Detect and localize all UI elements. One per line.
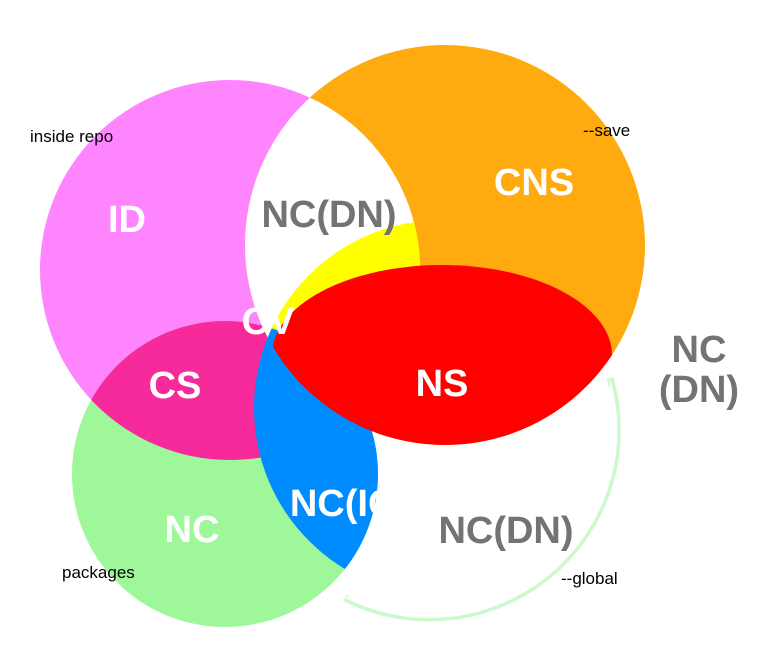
label-nc-dn-bottom: NC(DN) [438,510,573,552]
label-global: --global [561,569,618,588]
label-cns: CNS [494,162,574,204]
region-ns [272,265,612,445]
label-packages: packages [62,563,135,582]
label-ns: NS [416,363,469,405]
label-nc-ig: NC(IG) [290,483,410,525]
label-inside-repo: inside repo [30,127,113,146]
circle-global-interior [345,378,618,618]
label-outside-line1: NC [672,329,727,371]
label-cv: CV [242,301,295,343]
label-nc-dn-top: NC(DN) [261,194,396,236]
label-outside-line2: (DN) [659,369,739,411]
label-nc-bottom: NC [165,509,220,551]
label-cs: CS [149,365,202,407]
label-save: --save [583,121,630,140]
label-id: ID [108,199,146,241]
